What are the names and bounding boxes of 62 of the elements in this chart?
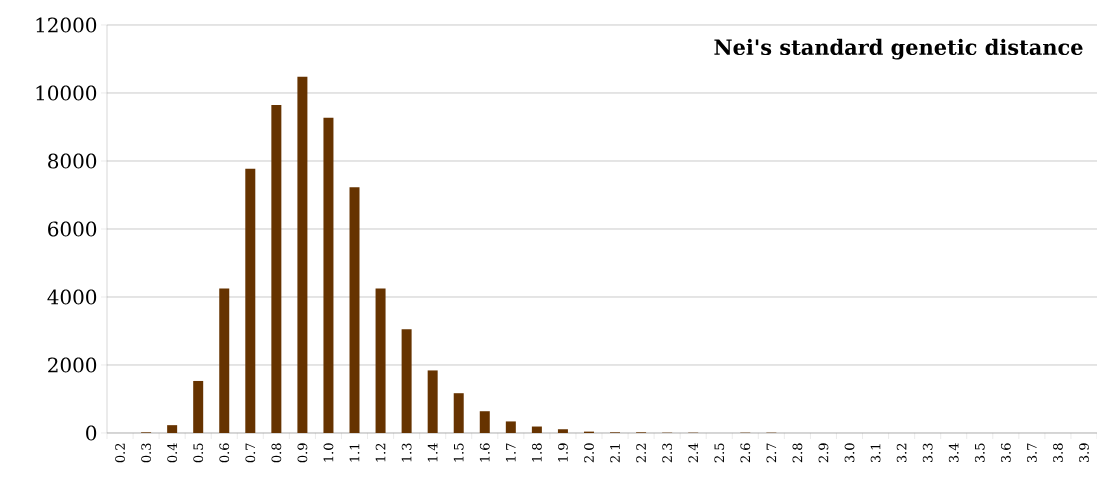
bar <box>505 421 516 433</box>
x-tick-label: 1.8 <box>531 443 542 462</box>
x-tick-label: 2.8 <box>792 443 803 463</box>
bar <box>271 104 282 433</box>
x-tick-label: 3.6 <box>1000 443 1011 463</box>
x-tick-label: 0.7 <box>245 443 256 463</box>
x-tick-label: 1.1 <box>349 444 360 462</box>
x-tick-label: 2.0 <box>584 443 594 463</box>
y-tick-label: 8000 <box>48 153 97 169</box>
x-tick-label: 1.5 <box>453 443 464 462</box>
x-tick-label: 0.5 <box>193 443 204 463</box>
x-tick-label: 0.9 <box>297 443 308 463</box>
y-tick-label: 4000 <box>47 289 97 305</box>
x-tick-label: 2.7 <box>766 443 777 463</box>
x-tick-label: 0.6 <box>219 443 230 463</box>
x-tick-label: 3.9 <box>1079 443 1089 463</box>
bar <box>219 288 230 433</box>
bar <box>297 76 308 433</box>
x-tick-label: 2.2 <box>636 443 646 463</box>
x-tick-label: 0.3 <box>141 443 151 463</box>
bar <box>479 411 490 433</box>
bar <box>167 425 178 433</box>
bar <box>349 187 360 433</box>
bar <box>245 168 256 433</box>
x-tick-label: 3.5 <box>974 443 985 463</box>
y-tick-label: 2000 <box>48 357 97 373</box>
x-tick-label: 2.9 <box>818 443 829 463</box>
x-tick-label: 1.4 <box>427 443 438 462</box>
x-tick-label: 3.0 <box>844 443 855 463</box>
x-tick-label: 2.1 <box>610 444 620 463</box>
x-tick-label: 1.3 <box>401 443 412 462</box>
x-tick-label: 3.7 <box>1026 443 1037 463</box>
bar <box>531 426 542 433</box>
x-tick-label: 3.3 <box>922 443 933 463</box>
x-tick-label: 0.2 <box>115 443 125 463</box>
y-tick-label: 10000 <box>36 85 97 101</box>
bar <box>401 329 412 433</box>
x-tick-label: 3.1 <box>870 444 881 463</box>
x-tick-label: 3.4 <box>948 443 959 463</box>
x-tick-label: 2.3 <box>662 443 673 463</box>
y-tick-label: 0 <box>86 425 97 441</box>
x-tick-label: 1.9 <box>558 443 568 462</box>
text: Nei's standard genetic distance <box>714 38 1083 60</box>
x-tick-label: 3.8 <box>1053 443 1063 463</box>
bar <box>427 370 438 433</box>
x-tick-label: 1.0 <box>323 443 334 462</box>
bar <box>323 117 334 433</box>
x-tick-label: 2.4 <box>688 443 699 463</box>
x-tick-label: 2.5 <box>714 443 725 463</box>
x-tick-label: 3.2 <box>896 443 907 463</box>
y-tick-label: 6000 <box>48 221 97 237</box>
bar <box>453 393 464 433</box>
bar <box>557 429 568 433</box>
y-tick-label: 12000 <box>36 17 97 33</box>
bar <box>193 380 204 433</box>
x-tick-label: 1.6 <box>479 443 490 462</box>
x-tick-label: 2.6 <box>740 443 751 463</box>
x-tick-label: 1.7 <box>505 443 516 462</box>
x-tick-label: 0.4 <box>167 443 178 463</box>
x-tick-label: 1.2 <box>375 443 386 462</box>
bar <box>375 288 386 433</box>
x-tick-label: 0.8 <box>271 443 282 463</box>
